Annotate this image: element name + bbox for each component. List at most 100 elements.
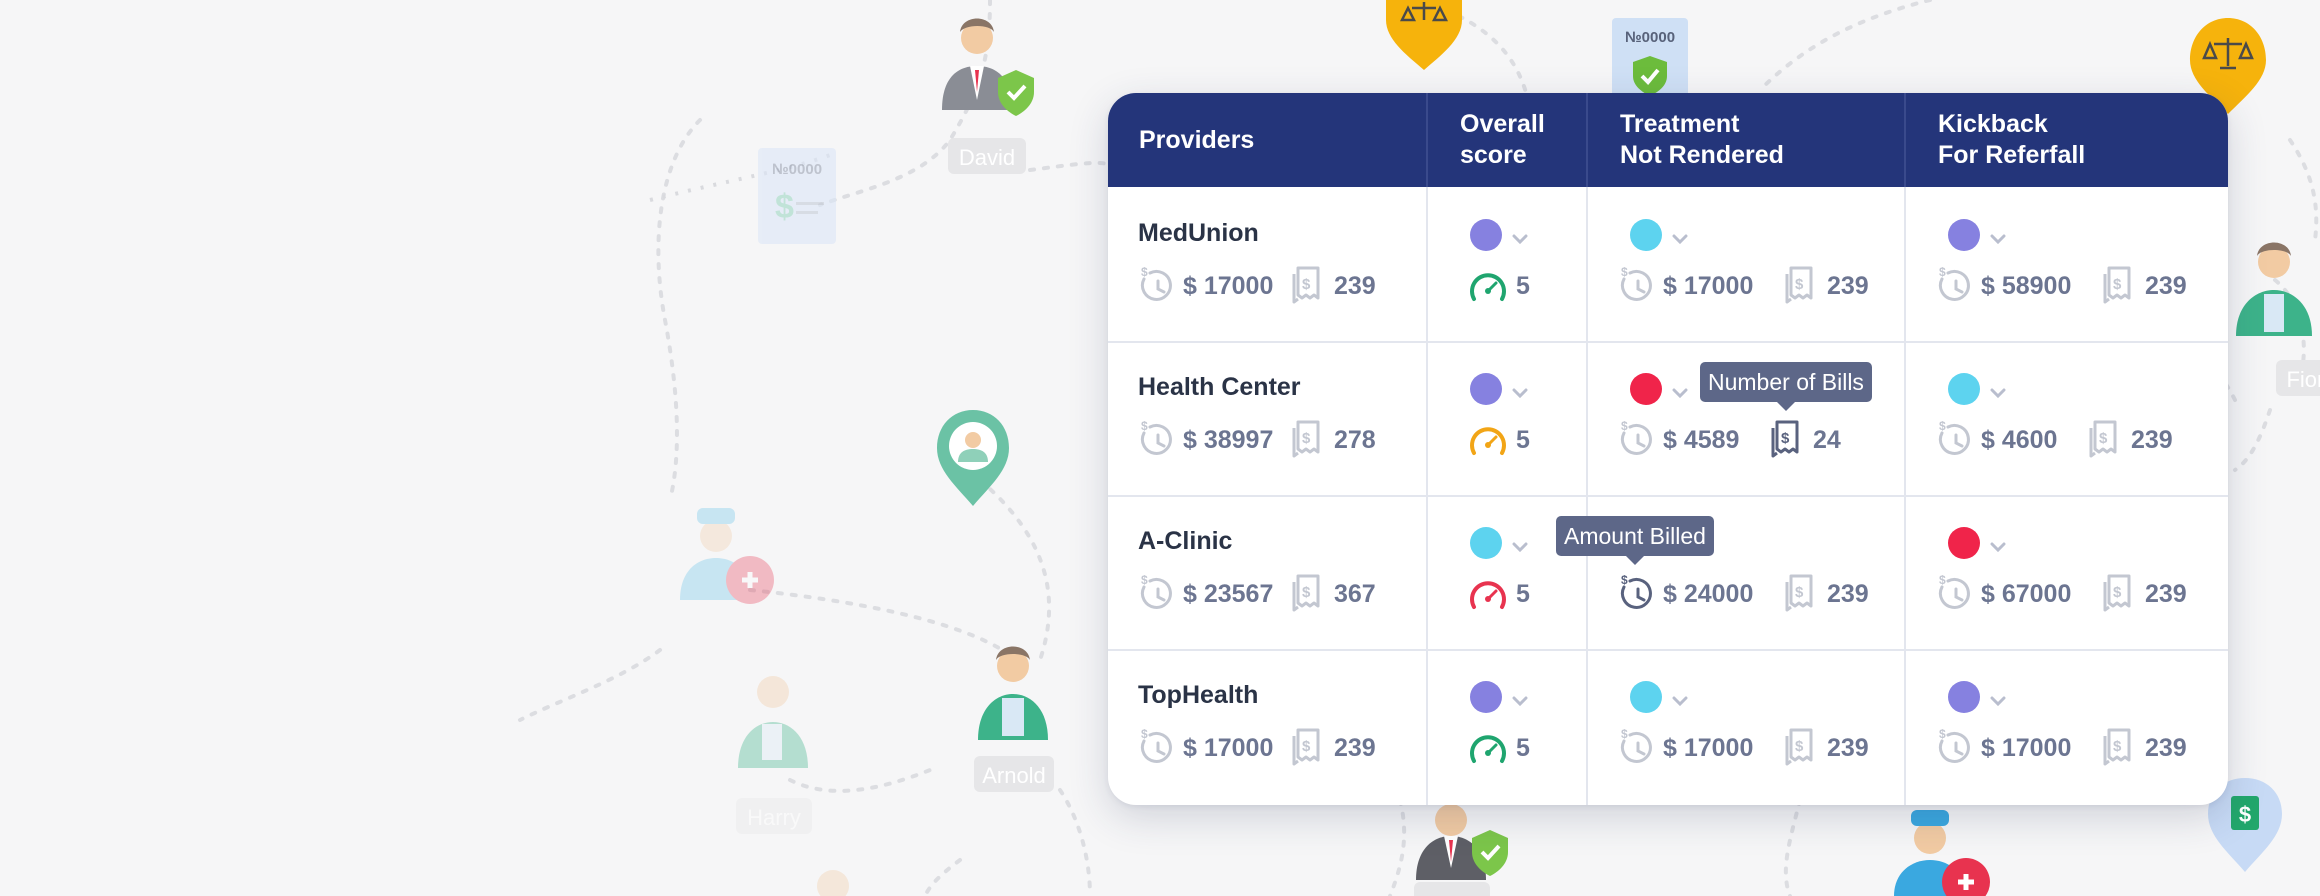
status-dropdown-overall[interactable] bbox=[1470, 373, 1502, 405]
number-of-bills-icon: $ bbox=[1290, 265, 1322, 310]
person-name-harry: Harry bbox=[747, 805, 801, 830]
chevron-down-icon[interactable] bbox=[1512, 693, 1528, 707]
providers-table-card: Providers Overall score Treatment Not Re… bbox=[1108, 93, 2228, 805]
svg-text:$: $ bbox=[1795, 276, 1804, 293]
tooltip-amount-billed: Amount Billed bbox=[1556, 516, 1714, 565]
svg-text:$: $ bbox=[1621, 727, 1628, 741]
chevron-down-icon[interactable] bbox=[1990, 385, 2006, 399]
number-of-bills-icon: $ bbox=[1290, 727, 1322, 772]
status-dropdown-kickback[interactable] bbox=[1948, 373, 1980, 405]
status-dropdown-kickback[interactable] bbox=[1948, 527, 1980, 559]
amount-billed-value: $ 24000 bbox=[1663, 580, 1754, 608]
svg-text:$: $ bbox=[775, 188, 794, 226]
chevron-down-icon[interactable] bbox=[1672, 231, 1688, 245]
amount-billed-value: $ 17000 bbox=[1183, 734, 1274, 762]
svg-text:$: $ bbox=[2113, 584, 2122, 601]
overall-score-value: 5 bbox=[1516, 734, 1530, 762]
svg-text:$: $ bbox=[1302, 584, 1311, 601]
number-of-bills-value: 367 bbox=[1334, 580, 1376, 608]
status-dropdown-treatment[interactable] bbox=[1630, 681, 1662, 713]
svg-text:№0000: №0000 bbox=[1625, 29, 1675, 46]
amount-billed-value: $ 38997 bbox=[1183, 426, 1274, 454]
column-divider bbox=[1586, 93, 1588, 805]
status-dropdown-treatment[interactable] bbox=[1630, 373, 1662, 405]
svg-text:$: $ bbox=[1939, 419, 1946, 433]
column-divider bbox=[1904, 93, 1906, 805]
chevron-down-icon[interactable] bbox=[1672, 385, 1688, 399]
amount-billed-icon: $ bbox=[1138, 573, 1174, 616]
row-divider bbox=[1108, 495, 2228, 497]
person-david-avatar: David bbox=[942, 18, 1034, 174]
person-name-david: David bbox=[959, 145, 1015, 170]
person-avatar-bottom bbox=[1414, 804, 1508, 896]
number-of-bills-icon[interactable]: $ bbox=[2087, 419, 2119, 464]
row-divider bbox=[1108, 649, 2228, 651]
overall-score-value: 5 bbox=[1516, 426, 1530, 454]
scales-pin-icon-right bbox=[2190, 18, 2266, 114]
number-of-bills-icon[interactable]: $ bbox=[1783, 265, 1815, 310]
status-dropdown-kickback[interactable] bbox=[1948, 219, 1980, 251]
amount-billed-icon[interactable]: $ bbox=[1936, 265, 1972, 308]
status-dropdown-overall[interactable] bbox=[1470, 219, 1502, 251]
chevron-down-icon[interactable] bbox=[1512, 385, 1528, 399]
overall-score-value: 5 bbox=[1516, 272, 1530, 300]
amount-billed-value: $ 4589 bbox=[1663, 426, 1740, 454]
chevron-down-icon[interactable] bbox=[1990, 231, 2006, 245]
amount-billed-icon[interactable]: $ bbox=[1936, 573, 1972, 616]
status-dropdown-overall[interactable] bbox=[1470, 527, 1502, 559]
number-of-bills-value: 239 bbox=[1334, 272, 1376, 300]
chevron-down-icon[interactable] bbox=[1990, 539, 2006, 553]
person-fiona-avatar: Fiona bbox=[2236, 242, 2320, 396]
provider-name[interactable]: Health Center bbox=[1138, 373, 1301, 401]
doctor-pin-icon bbox=[937, 410, 1009, 506]
svg-text:$: $ bbox=[2113, 738, 2122, 755]
amount-billed-value: $ 17000 bbox=[1981, 734, 2072, 762]
number-of-bills-icon[interactable]: $ bbox=[1783, 727, 1815, 772]
gauge-icon bbox=[1468, 731, 1508, 770]
chevron-down-icon[interactable] bbox=[1512, 539, 1528, 553]
chevron-down-icon[interactable] bbox=[1672, 693, 1688, 707]
number-of-bills-icon[interactable]: $ bbox=[1783, 573, 1815, 618]
column-divider bbox=[1426, 93, 1428, 805]
person-name-fiona: Fiona bbox=[2286, 367, 2320, 392]
svg-text:$: $ bbox=[1302, 738, 1311, 755]
amount-billed-icon: $ bbox=[1138, 419, 1174, 462]
chevron-down-icon[interactable] bbox=[1990, 693, 2006, 707]
amount-billed-icon[interactable]: $ bbox=[1936, 727, 1972, 770]
status-dropdown-treatment[interactable] bbox=[1630, 219, 1662, 251]
number-of-bills-icon[interactable]: $ bbox=[2101, 573, 2133, 618]
header-providers: Providers bbox=[1139, 125, 1255, 154]
amount-billed-value: $ 58900 bbox=[1981, 272, 2072, 300]
svg-text:$: $ bbox=[1621, 265, 1628, 279]
number-of-bills-value: 239 bbox=[2145, 272, 2187, 300]
svg-text:$: $ bbox=[2099, 430, 2108, 447]
amount-billed-icon[interactable]: $ bbox=[1618, 727, 1654, 770]
amount-billed-icon[interactable]: $ bbox=[1618, 419, 1654, 462]
amount-billed-icon: $ bbox=[1138, 727, 1174, 770]
number-of-bills-icon[interactable]: $ bbox=[2101, 727, 2133, 772]
amount-billed-icon[interactable]: $ bbox=[1936, 419, 1972, 462]
provider-name[interactable]: A-Clinic bbox=[1138, 527, 1233, 555]
amount-billed-value: $ 4600 bbox=[1981, 426, 2058, 454]
number-of-bills-icon: $ bbox=[1290, 419, 1322, 464]
status-dropdown-kickback[interactable] bbox=[1948, 681, 1980, 713]
svg-text:$: $ bbox=[2113, 276, 2122, 293]
provider-name[interactable]: TopHealth bbox=[1138, 681, 1259, 709]
dollar-pin-icon: $ bbox=[2208, 778, 2282, 872]
provider-name[interactable]: MedUnion bbox=[1138, 219, 1259, 247]
number-of-bills-icon[interactable]: $ bbox=[2101, 265, 2133, 310]
svg-text:$: $ bbox=[1302, 430, 1311, 447]
amount-billed-value: $ 17000 bbox=[1663, 734, 1754, 762]
receipt-icon: №0000 $ bbox=[758, 148, 836, 244]
number-of-bills-value: 24 bbox=[1813, 426, 1841, 454]
status-dropdown-overall[interactable] bbox=[1470, 681, 1502, 713]
amount-billed-icon[interactable]: $ bbox=[1618, 265, 1654, 308]
amount-billed-icon[interactable]: $ bbox=[1618, 573, 1654, 616]
number-of-bills-icon[interactable]: $ bbox=[1769, 419, 1801, 464]
number-of-bills-value: 239 bbox=[2145, 734, 2187, 762]
gauge-icon bbox=[1468, 577, 1508, 616]
amount-billed-value: $ 67000 bbox=[1981, 580, 2072, 608]
chevron-down-icon[interactable] bbox=[1512, 231, 1528, 245]
scales-pin-icon bbox=[1386, 0, 1462, 70]
